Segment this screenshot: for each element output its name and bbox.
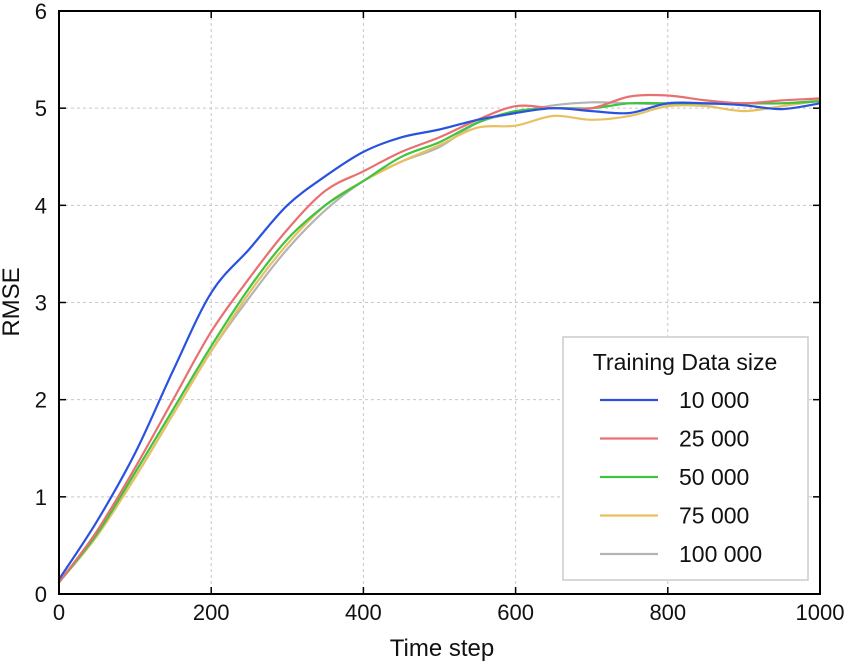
legend: Training Data size 10 000 25 000 50 000 75 … — [562, 336, 809, 581]
legend-label: 10 000 — [679, 387, 749, 413]
series-line-1 — [57, 93, 822, 584]
legend-label: 75 000 — [679, 503, 749, 529]
series-line-3 — [57, 99, 822, 584]
x-tick-label: 400 — [345, 600, 382, 625]
y-tick-label: 6 — [35, 0, 47, 24]
y-tick-label: 1 — [35, 485, 47, 510]
y-tick-label: 5 — [35, 96, 47, 121]
legend-label: 100 000 — [679, 541, 762, 567]
legend-label: 50 000 — [679, 464, 749, 490]
legend-label: 25 000 — [679, 426, 749, 452]
y-tick-label: 2 — [35, 388, 47, 413]
legend-box — [562, 336, 809, 581]
legend-title: Training Data size — [593, 349, 778, 375]
x-tick-label: 0 — [53, 600, 65, 625]
legend-items: 10 000 25 000 50 000 75 000 100 000 — [600, 387, 762, 567]
x-tick-label: 1000 — [796, 600, 845, 625]
x-axis-title: Time step — [390, 635, 494, 662]
x-tick-label: 600 — [497, 600, 534, 625]
y-tick-label: 0 — [35, 582, 47, 607]
y-tick-label: 3 — [35, 291, 47, 316]
y-tick-label: 4 — [35, 193, 47, 218]
x-tick-label: 200 — [193, 600, 230, 625]
series-lines — [57, 93, 822, 584]
y-axis-title: RMSE — [0, 267, 25, 336]
series-line-0 — [57, 101, 822, 581]
x-tick-label: 800 — [649, 600, 686, 625]
axis-ticks: 0 200 400 600 800 1000 0 1 2 3 4 5 6 — [35, 0, 845, 625]
